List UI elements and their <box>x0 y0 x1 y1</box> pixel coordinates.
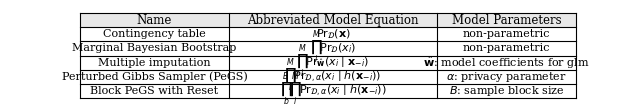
Bar <box>80 13 576 27</box>
Text: $\alpha$: privacy parameter: $\alpha$: privacy parameter <box>446 70 567 84</box>
Text: Abbreviated Model Equation: Abbreviated Model Equation <box>247 14 419 27</box>
Text: Model Parameters: Model Parameters <box>452 14 561 27</box>
Text: non-parametric: non-parametric <box>463 29 550 39</box>
Text: $\prod_b^B \prod_i^M \mathrm{Pr}_{\mathcal{D},\alpha}(x_i \mid h(\mathbf{x}_{-i}: $\prod_b^B \prod_i^M \mathrm{Pr}_{\mathc… <box>280 72 387 109</box>
Text: $B$: sample block size: $B$: sample block size <box>449 84 564 98</box>
Text: non-parametric: non-parametric <box>463 43 550 53</box>
Text: Multiple imputation: Multiple imputation <box>98 58 211 68</box>
Text: Contingency table: Contingency table <box>103 29 206 39</box>
Text: Block PeGS with Reset: Block PeGS with Reset <box>90 86 218 96</box>
Text: $\prod_i^M \mathrm{Pr}_{\mathcal{D}}(x_i)$: $\prod_i^M \mathrm{Pr}_{\mathcal{D}}(x_i… <box>310 30 356 67</box>
Text: Marginal Bayesian Bootstrap: Marginal Bayesian Bootstrap <box>72 43 237 53</box>
Text: $\prod_i^M \mathrm{Pr}_{\hat{\mathbf{w}}}(x_i \mid \mathbf{x}_{-i})$: $\prod_i^M \mathrm{Pr}_{\hat{\mathbf{w}}… <box>296 44 370 81</box>
Text: Perturbed Gibbs Sampler (PeGS): Perturbed Gibbs Sampler (PeGS) <box>61 71 247 82</box>
Text: $\hat{\mathbf{w}}$: model coefficients for glm: $\hat{\mathbf{w}}$: model coefficients f… <box>423 54 590 71</box>
Text: Name: Name <box>137 14 172 27</box>
Text: $\prod_i^M \mathrm{Pr}_{\mathcal{D},\alpha}(x_i \mid h(\mathbf{x}_{-i}))$: $\prod_i^M \mathrm{Pr}_{\mathcal{D},\alp… <box>284 58 381 95</box>
Text: $\mathrm{Pr}_{\mathcal{D}}(\mathbf{x})$: $\mathrm{Pr}_{\mathcal{D}}(\mathbf{x})$ <box>316 28 350 41</box>
